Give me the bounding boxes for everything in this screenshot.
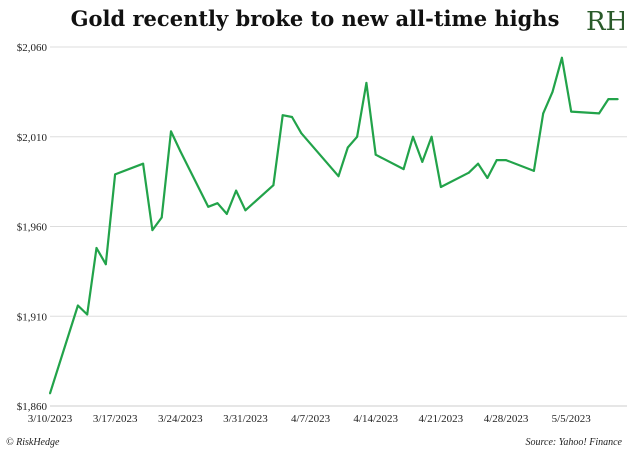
data-point: [551, 90, 554, 93]
data-point: [532, 169, 535, 172]
x-tick-label: 4/28/2023: [484, 413, 529, 425]
y-tick-label: $1,860: [17, 401, 48, 413]
data-point: [114, 173, 117, 176]
data-point: [142, 162, 145, 165]
data-point: [95, 247, 98, 249]
data-point: [505, 159, 507, 162]
data-point: [151, 229, 154, 232]
data-point: [421, 160, 424, 163]
x-tick-label: 4/14/2023: [353, 413, 398, 425]
logo-text: RH: [586, 7, 624, 36]
x-axis: 3/10/2023 3/17/2023 3/24/2023 3/31/2023 4/7/…: [28, 405, 627, 425]
data-point: [598, 112, 601, 115]
riskhedge-logo-icon: RH: [586, 7, 624, 36]
x-tick-label: 4/7/2023: [291, 413, 331, 425]
data-point: [170, 130, 172, 133]
data-point: [607, 98, 610, 101]
footer-credit: © RiskHedge: [6, 437, 60, 448]
data-point: [356, 135, 359, 138]
data-point: [216, 202, 219, 205]
y-tick-label: $2,060: [17, 42, 48, 54]
data-point: [291, 116, 293, 118]
series-layer: [48, 56, 619, 395]
data-point: [486, 177, 489, 179]
data-point: [225, 212, 228, 215]
data-point: [402, 168, 405, 171]
gridlines: [50, 46, 627, 407]
y-tick-label: $1,910: [17, 311, 48, 323]
data-point: [495, 159, 498, 162]
data-point: [412, 135, 414, 138]
footer-source: Source: Yahoo! Finance: [525, 437, 622, 448]
data-point: [207, 205, 210, 208]
data-point: [49, 392, 51, 395]
data-point: [374, 153, 377, 156]
data-point: [560, 56, 563, 59]
data-point: [160, 216, 163, 219]
data-point: [76, 304, 79, 307]
x-tick-label: 3/24/2023: [158, 413, 203, 425]
data-point: [477, 162, 480, 165]
data-point: [281, 114, 284, 117]
data-point: [430, 135, 433, 138]
y-tick-label: $1,960: [17, 222, 48, 234]
data-point: [616, 98, 619, 101]
y-tick-label: $2,010: [17, 132, 48, 144]
data-point: [235, 189, 238, 192]
data-point: [542, 112, 545, 115]
data-point: [365, 81, 368, 84]
x-tick-label: 5/5/2023: [552, 413, 592, 425]
data-point: [570, 110, 573, 113]
x-tick-label: 4/21/2023: [419, 413, 464, 425]
data-point: [346, 146, 349, 149]
data-point: [244, 209, 247, 212]
data-point: [86, 313, 89, 316]
chart-title: Gold recently broke to new all-time high…: [70, 6, 560, 31]
x-tick-label: 3/17/2023: [93, 413, 138, 425]
data-point: [337, 175, 340, 178]
data-point: [300, 132, 303, 135]
data-point: [104, 263, 107, 266]
data-point: [439, 186, 442, 188]
y-axis: $1,860 $1,910 $1,960 $2,010 $2,060: [17, 42, 48, 413]
data-point: [179, 150, 182, 153]
x-tick-label: 3/10/2023: [28, 413, 73, 425]
data-point: [467, 171, 470, 174]
data-point: [272, 184, 275, 187]
series-line: [48, 56, 618, 394]
x-tick-label: 3/31/2023: [223, 413, 268, 425]
